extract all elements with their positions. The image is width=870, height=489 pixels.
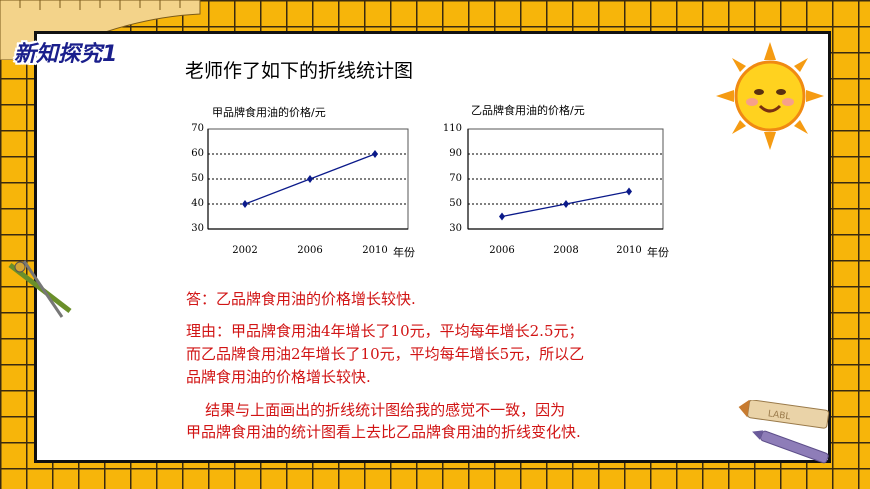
data-point [242, 200, 248, 208]
data-point [372, 150, 378, 158]
reason-line-2: 而乙品牌食用油2年增长了10元，平均每年增长5元，所以乙 [186, 345, 585, 363]
section-badge: 新知探究1 [14, 42, 118, 67]
conclusion-line-1: 结果与上面画出的折线统计图给我的感觉不一致，因为 [186, 401, 566, 419]
reason-line-1: 理由：甲品牌食用油4年增长了10元，平均每年增长2.5元； [186, 322, 584, 340]
compass-icon [8, 260, 72, 318]
chart-b-ytick: 30 [449, 223, 462, 234]
chart-b-xunit: 年份 [647, 246, 669, 259]
chart-b-xtick: 2010 [616, 245, 642, 256]
chart-a-ytick: 30 [191, 223, 204, 234]
crayon-icon: LABL [738, 400, 830, 464]
chart-b-plot [467, 128, 664, 230]
data-point [626, 187, 632, 196]
page-subtitle: 老师作了如下的折线统计图 [185, 60, 414, 82]
sun-icon [716, 42, 824, 150]
chart-a-title: 甲品牌食用油的价格/元 [212, 106, 326, 119]
data-point [307, 175, 313, 183]
chart-b-xtick: 2008 [553, 245, 579, 256]
chart-a-ytick: 40 [191, 198, 204, 209]
chart-a-xtick: 2002 [232, 245, 258, 256]
chart-a-ytick: 50 [191, 173, 204, 184]
chart-b-ytick: 110 [442, 123, 462, 134]
chart-b-title: 乙品牌食用油的价格/元 [471, 104, 585, 117]
chart-b-ytick: 90 [449, 148, 462, 159]
chart-b-xtick: 2006 [489, 245, 515, 256]
answer-line: 答：乙品牌食用油的价格增长较快. [186, 290, 416, 308]
chart-a-xtick: 2006 [297, 245, 323, 256]
chart-a-ytick: 60 [191, 148, 204, 159]
content-card [34, 31, 831, 463]
conclusion-line-2: 甲品牌食用油的统计图看上去比乙品牌食用油的折线变化快. [186, 423, 581, 441]
chart-b-ytick: 50 [449, 198, 462, 209]
chart-a-plot [207, 128, 409, 230]
data-point [499, 212, 505, 221]
data-point [563, 200, 569, 208]
chart-a-xunit: 年份 [393, 246, 415, 259]
chart-a-ytick: 70 [191, 123, 204, 134]
chart-b-ytick: 70 [449, 173, 462, 184]
reason-line-3: 品牌食用油的价格增长较快. [186, 368, 371, 386]
chart-a-xtick: 2010 [362, 245, 388, 256]
svg-text:LABL: LABL [767, 409, 791, 422]
